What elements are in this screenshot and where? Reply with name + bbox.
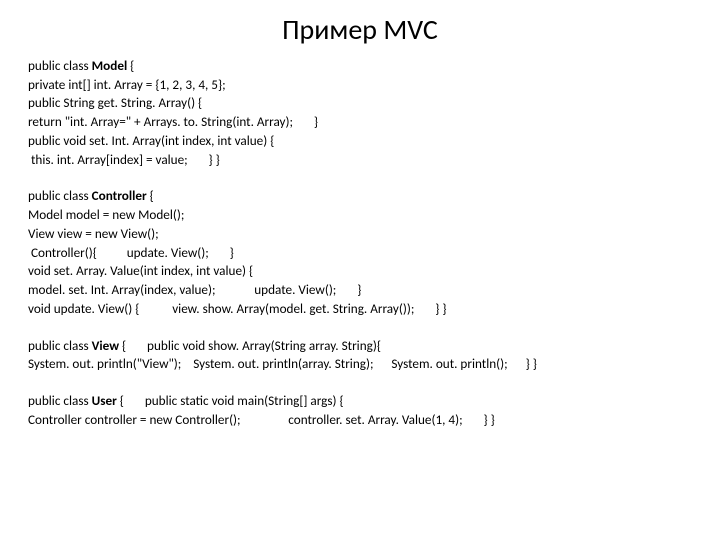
text-post: { public static void main(String[] args)… [117, 392, 344, 409]
text-pre: public class [28, 187, 92, 204]
user-line-1: public class User { public static void m… [28, 392, 692, 411]
text-pre: public class [28, 392, 92, 409]
spacer [28, 374, 692, 392]
controller-line-4: Controller(){ update. View(); } [28, 244, 692, 263]
page-title: Пример MVC [28, 12, 692, 47]
controller-line-5: void set. Array. Value(int index, int va… [28, 262, 692, 281]
controller-line-1: public class Controller { [28, 187, 692, 206]
class-name-model: Model [92, 57, 128, 74]
controller-line-2: Model model = new Model(); [28, 206, 692, 225]
view-line-2: System. out. println("View"); System. ou… [28, 355, 692, 374]
user-line-2: Controller controller = new Controller()… [28, 411, 692, 430]
model-line-4: return "int. Array=" + Arrays. to. Strin… [28, 113, 692, 132]
class-name-view: View [92, 337, 119, 354]
class-name-user: User [92, 392, 117, 409]
text-pre: public class [28, 57, 92, 74]
controller-line-6: model. set. Int. Array(index, value); up… [28, 281, 692, 300]
model-line-5: public void set. Int. Array(int index, i… [28, 132, 692, 151]
view-line-1: public class View { public void show. Ar… [28, 337, 692, 356]
spacer [28, 319, 692, 337]
controller-line-3: View view = new View(); [28, 225, 692, 244]
text-post: { [127, 57, 134, 74]
text-post: { public void show. Array(String array. … [119, 337, 381, 354]
class-name-controller: Controller [92, 187, 147, 204]
model-line-2: private int[] int. Array = {1, 2, 3, 4, … [28, 76, 692, 95]
text-pre: public class [28, 337, 92, 354]
model-line-6: this. int. Array[index] = value; } } [28, 151, 692, 170]
spacer [28, 169, 692, 187]
model-line-3: public String get. String. Array() { [28, 94, 692, 113]
controller-line-7: void update. View() { view. show. Array(… [28, 300, 692, 319]
text-post: { [147, 187, 154, 204]
code-content: public class Model { private int[] int. … [28, 57, 692, 429]
model-line-1: public class Model { [28, 57, 692, 76]
